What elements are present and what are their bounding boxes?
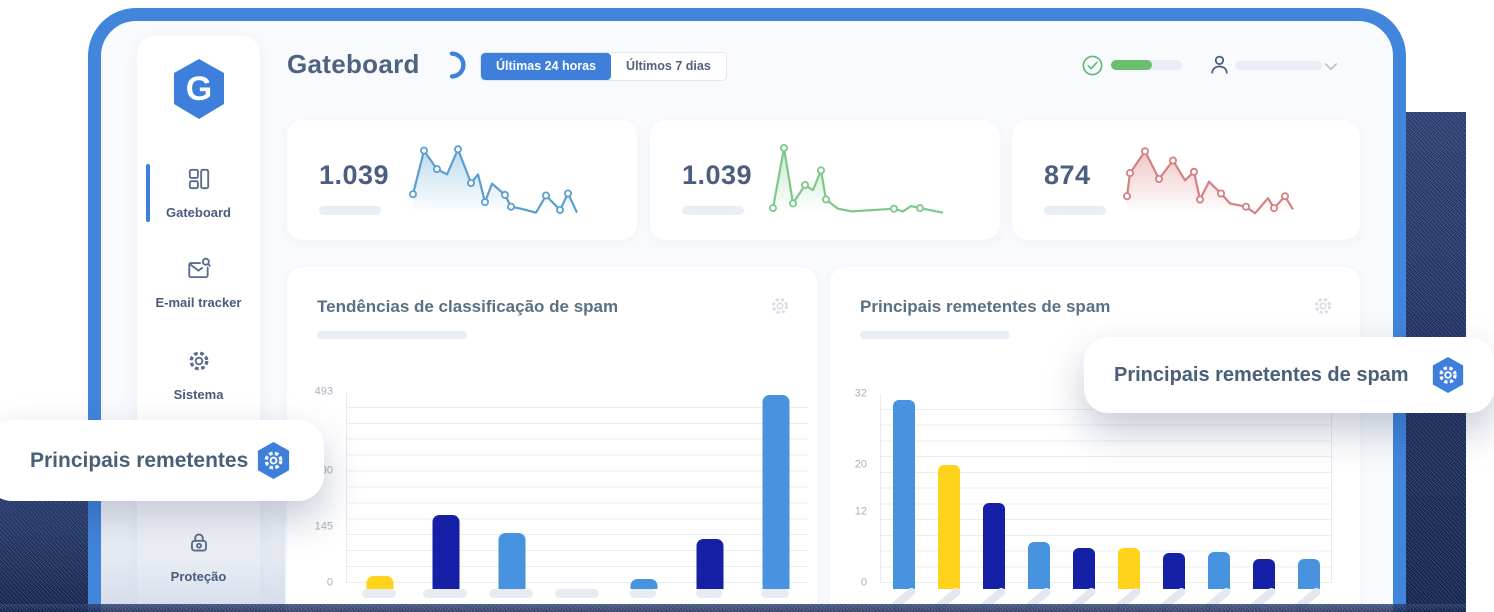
chart-subtitle-placeholder xyxy=(317,331,467,339)
sidebar-item-sistema[interactable]: Sistema xyxy=(137,348,260,402)
x-label-placeholder xyxy=(489,589,533,598)
time-filter-group: Últimas 24 horas Últimos 7 dias xyxy=(480,52,727,81)
bar-chart-spam-senders xyxy=(880,394,1332,589)
stat-card-2: 1.039 xyxy=(650,120,1000,240)
stat-value: 1.039 xyxy=(682,160,753,190)
bar xyxy=(1297,559,1320,589)
chart-settings-gear-icon[interactable] xyxy=(769,295,791,317)
sidebar-item-label: Gateboard xyxy=(165,205,231,220)
x-label-placeholder xyxy=(362,589,396,598)
shield-gear-icon xyxy=(1432,357,1464,393)
corner-shadow-tint xyxy=(101,497,285,612)
bar xyxy=(696,538,724,589)
app-logo-icon: G xyxy=(174,59,224,119)
spam-trends-chart-card: Tendências de classificação de spam 4932… xyxy=(287,267,817,612)
page-title: Gateboard xyxy=(287,49,420,79)
y-tick: 493 xyxy=(314,385,333,398)
chart-settings-gear-icon[interactable] xyxy=(1312,295,1334,317)
spam-senders-chart-card: Principais remetentes de spam 32 20 12 0 xyxy=(830,267,1360,612)
sidebar-item-label: E-mail tracker xyxy=(155,295,242,310)
loading-spinner-icon xyxy=(449,51,466,79)
callout-principais-remetentes[interactable]: Principais remetentes xyxy=(0,420,324,501)
dashboard-icon xyxy=(188,168,209,190)
username-placeholder-bar xyxy=(1235,61,1322,70)
bar xyxy=(1252,559,1275,589)
user-menu[interactable] xyxy=(1207,52,1232,82)
background-texture-bottom xyxy=(0,604,1466,612)
bar xyxy=(1162,553,1185,589)
check-circle-icon xyxy=(1082,55,1103,76)
chevron-down-icon[interactable] xyxy=(1322,58,1340,76)
stat-label-placeholder xyxy=(1044,206,1106,215)
y-tick: 32 xyxy=(854,387,867,400)
bar xyxy=(1027,541,1050,589)
bar xyxy=(762,395,790,589)
bar xyxy=(937,464,960,589)
chart-subtitle-placeholder xyxy=(860,331,1010,339)
stat-card-3: 874 xyxy=(1012,120,1360,240)
bar xyxy=(892,399,915,589)
sidebar-item-label: Proteção xyxy=(170,569,227,584)
x-axis-placeholder-labels xyxy=(346,589,808,598)
bar xyxy=(982,503,1005,589)
person-icon xyxy=(1211,55,1228,74)
chart-title: Tendências de classificação de spam xyxy=(317,297,619,316)
gear-icon xyxy=(189,351,208,371)
bar xyxy=(630,579,658,589)
x-label-placeholder xyxy=(630,589,656,598)
bar xyxy=(1207,552,1230,589)
lock-icon xyxy=(190,533,207,552)
x-label-placeholder xyxy=(761,589,789,598)
x-axis-placeholder-labels xyxy=(880,586,1330,612)
stat-label-placeholder xyxy=(682,206,744,215)
bar xyxy=(366,576,394,589)
filter-ultimas-24-horas-button[interactable]: Últimas 24 horas xyxy=(481,53,612,80)
shield-gear-icon xyxy=(257,442,290,479)
callout-label: Principais remetentes xyxy=(30,448,249,472)
background-texture-left xyxy=(0,497,88,612)
bar xyxy=(498,533,526,589)
active-item-indicator xyxy=(146,164,150,222)
sync-progress-fill xyxy=(1111,60,1153,70)
y-tick: 0 xyxy=(860,576,867,589)
callout-label: Principais remetentes de spam xyxy=(1114,363,1409,386)
sidebar-item-protecao[interactable]: Proteção xyxy=(137,530,260,584)
x-label-placeholder xyxy=(696,589,722,598)
bar xyxy=(1117,547,1140,589)
sparkline-chart-blue xyxy=(405,140,585,220)
logo-letter: G xyxy=(186,70,212,108)
sync-progress-track xyxy=(1111,60,1182,70)
email-tracker-icon xyxy=(187,257,211,279)
chart-title: Principais remetentes de spam xyxy=(860,297,1111,316)
stat-card-1: 1.039 xyxy=(287,120,637,240)
x-label-placeholder xyxy=(423,589,467,598)
y-tick: 0 xyxy=(326,576,333,589)
stat-label-placeholder xyxy=(319,206,381,215)
stat-value: 874 xyxy=(1044,160,1091,190)
sparkline-chart-red xyxy=(1122,140,1302,220)
sidebar-item-email-tracker[interactable]: E-mail tracker xyxy=(137,256,260,310)
sidebar-item-gateboard[interactable]: Gateboard xyxy=(137,166,260,220)
callout-principais-remetentes-de-spam[interactable]: Principais remetentes de spam xyxy=(1084,337,1494,413)
bar xyxy=(432,515,460,589)
x-label-placeholder xyxy=(555,589,599,598)
y-axis-labels: 32 20 12 0 xyxy=(830,387,874,588)
sidebar-item-label: Sistema xyxy=(173,387,224,402)
bar-chart-spam-trends xyxy=(346,392,809,589)
stat-value: 1.039 xyxy=(319,160,390,190)
y-tick: 20 xyxy=(854,458,867,471)
sparkline-chart-green xyxy=(768,140,948,220)
bar xyxy=(1072,547,1095,589)
y-tick: 12 xyxy=(854,505,867,518)
filter-ultimos-7-dias-button[interactable]: Últimos 7 dias xyxy=(611,53,726,80)
y-tick: 145 xyxy=(314,520,333,533)
